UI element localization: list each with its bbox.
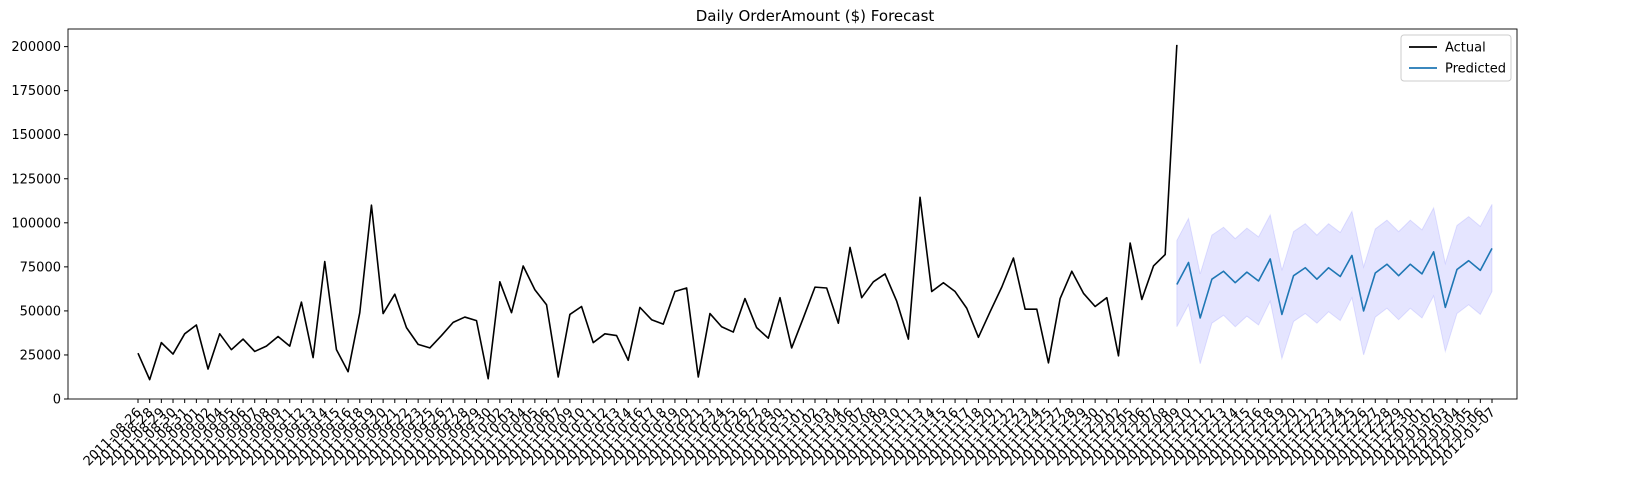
y-tick-label: 100000 xyxy=(11,216,61,231)
line-layer xyxy=(137,44,1493,381)
chart-title: Daily OrderAmount ($) Forecast xyxy=(696,7,935,25)
plot-frame xyxy=(67,28,1518,400)
axis-layer: 0 25000 50000 75000 100000 125000 150000 175000… xyxy=(11,28,1518,469)
legend-label: Predicted xyxy=(1445,62,1506,77)
y-tick-label: 0 xyxy=(53,393,61,408)
y-tick-label: 50000 xyxy=(20,304,61,319)
y-tick-label: 125000 xyxy=(11,172,61,187)
confidence-band xyxy=(1176,204,1493,364)
y-tick-label: 200000 xyxy=(11,40,61,55)
y-tick-label: 25000 xyxy=(20,348,61,363)
y-tick-label: 175000 xyxy=(11,84,61,99)
legend-label: Actual xyxy=(1445,41,1486,56)
series-line xyxy=(1176,247,1493,319)
y-tick-label: 75000 xyxy=(20,260,61,275)
series-line xyxy=(137,44,1178,381)
y-tick-label: 150000 xyxy=(11,128,61,143)
band-layer xyxy=(1176,204,1493,364)
